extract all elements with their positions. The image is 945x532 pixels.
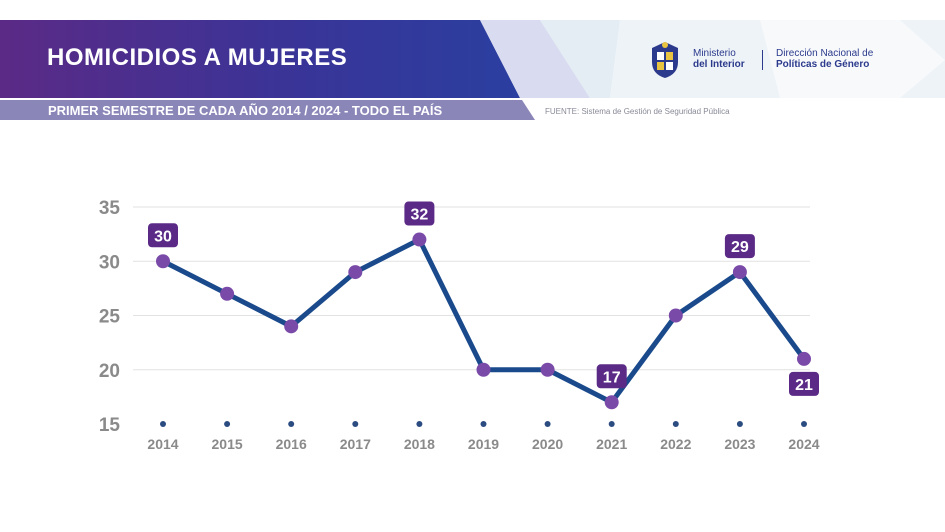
data-label-box xyxy=(724,234,755,259)
direccion-name: Dirección Nacional de Políticas de Géner… xyxy=(776,48,873,70)
page-title: HOMICIDIOS A MUJERES xyxy=(47,44,348,71)
x-tick-label: 2018 xyxy=(404,436,435,452)
x-tick-label: 2021 xyxy=(596,436,627,452)
data-point xyxy=(668,308,683,323)
data-label-box xyxy=(404,201,435,226)
baseline-dot xyxy=(480,421,487,427)
y-tick-label: 30 xyxy=(99,252,120,273)
data-label: 21 xyxy=(795,377,813,394)
series-line xyxy=(160,237,807,405)
direccion-line2: Políticas de Género xyxy=(776,59,870,70)
data-point xyxy=(156,254,170,269)
data-label: 17 xyxy=(603,369,621,386)
data-point xyxy=(348,265,363,280)
direccion-line1: Dirección Nacional de xyxy=(776,48,874,59)
baseline-dot xyxy=(224,421,231,427)
logo-divider xyxy=(762,50,763,70)
baseline-dot xyxy=(801,421,807,427)
data-source: FUENTE: Sistema de Gestión de Seguridad … xyxy=(545,107,730,116)
y-tick-label: 35 xyxy=(99,198,121,219)
data-point xyxy=(732,265,747,280)
x-tick-label: 2022 xyxy=(660,436,691,452)
ministry-line2: del Interior xyxy=(693,59,745,70)
baseline-dot xyxy=(736,421,743,427)
header-background xyxy=(0,20,945,98)
ministry-name: Ministerio del Interior xyxy=(693,48,745,70)
y-tick-label: 15 xyxy=(99,415,121,436)
x-tick-label: 2020 xyxy=(532,436,563,452)
data-label-box xyxy=(789,371,819,396)
x-tick-label: 2023 xyxy=(724,436,755,452)
baseline-dot xyxy=(352,421,359,427)
data-point xyxy=(284,319,299,334)
subtitle-bar xyxy=(0,100,535,120)
header-banner xyxy=(0,20,945,98)
baseline-dot xyxy=(160,421,166,427)
data-label: 30 xyxy=(154,228,172,245)
y-tick-label: 25 xyxy=(99,307,121,328)
crest-icon xyxy=(652,42,678,78)
data-label-box xyxy=(596,364,627,389)
baseline-dot xyxy=(288,421,295,427)
data-label: 32 xyxy=(411,207,429,224)
x-tick-label: 2024 xyxy=(788,436,819,452)
data-point xyxy=(540,362,555,377)
baseline-dot xyxy=(608,421,615,427)
x-tick-label: 2016 xyxy=(276,436,307,452)
x-tick-label: 2019 xyxy=(468,436,499,452)
data-label-box xyxy=(148,223,178,248)
x-tick-label: 2015 xyxy=(212,436,243,452)
x-tick-label: 2014 xyxy=(147,436,178,452)
y-tick-label: 20 xyxy=(99,361,120,382)
ministry-line1: Ministerio xyxy=(693,48,736,59)
data-point xyxy=(412,232,427,247)
baseline-dot xyxy=(544,421,551,427)
x-tick-label: 2017 xyxy=(340,436,371,452)
data-point xyxy=(476,362,491,377)
baseline-dot xyxy=(416,421,423,427)
page-subtitle: PRIMER SEMESTRE DE CADA AÑO 2014 / 2024 … xyxy=(48,103,443,118)
data-point xyxy=(220,286,235,301)
data-point xyxy=(604,395,619,410)
baseline-dot xyxy=(672,421,679,427)
data-label: 29 xyxy=(731,239,749,256)
data-point xyxy=(797,351,811,366)
